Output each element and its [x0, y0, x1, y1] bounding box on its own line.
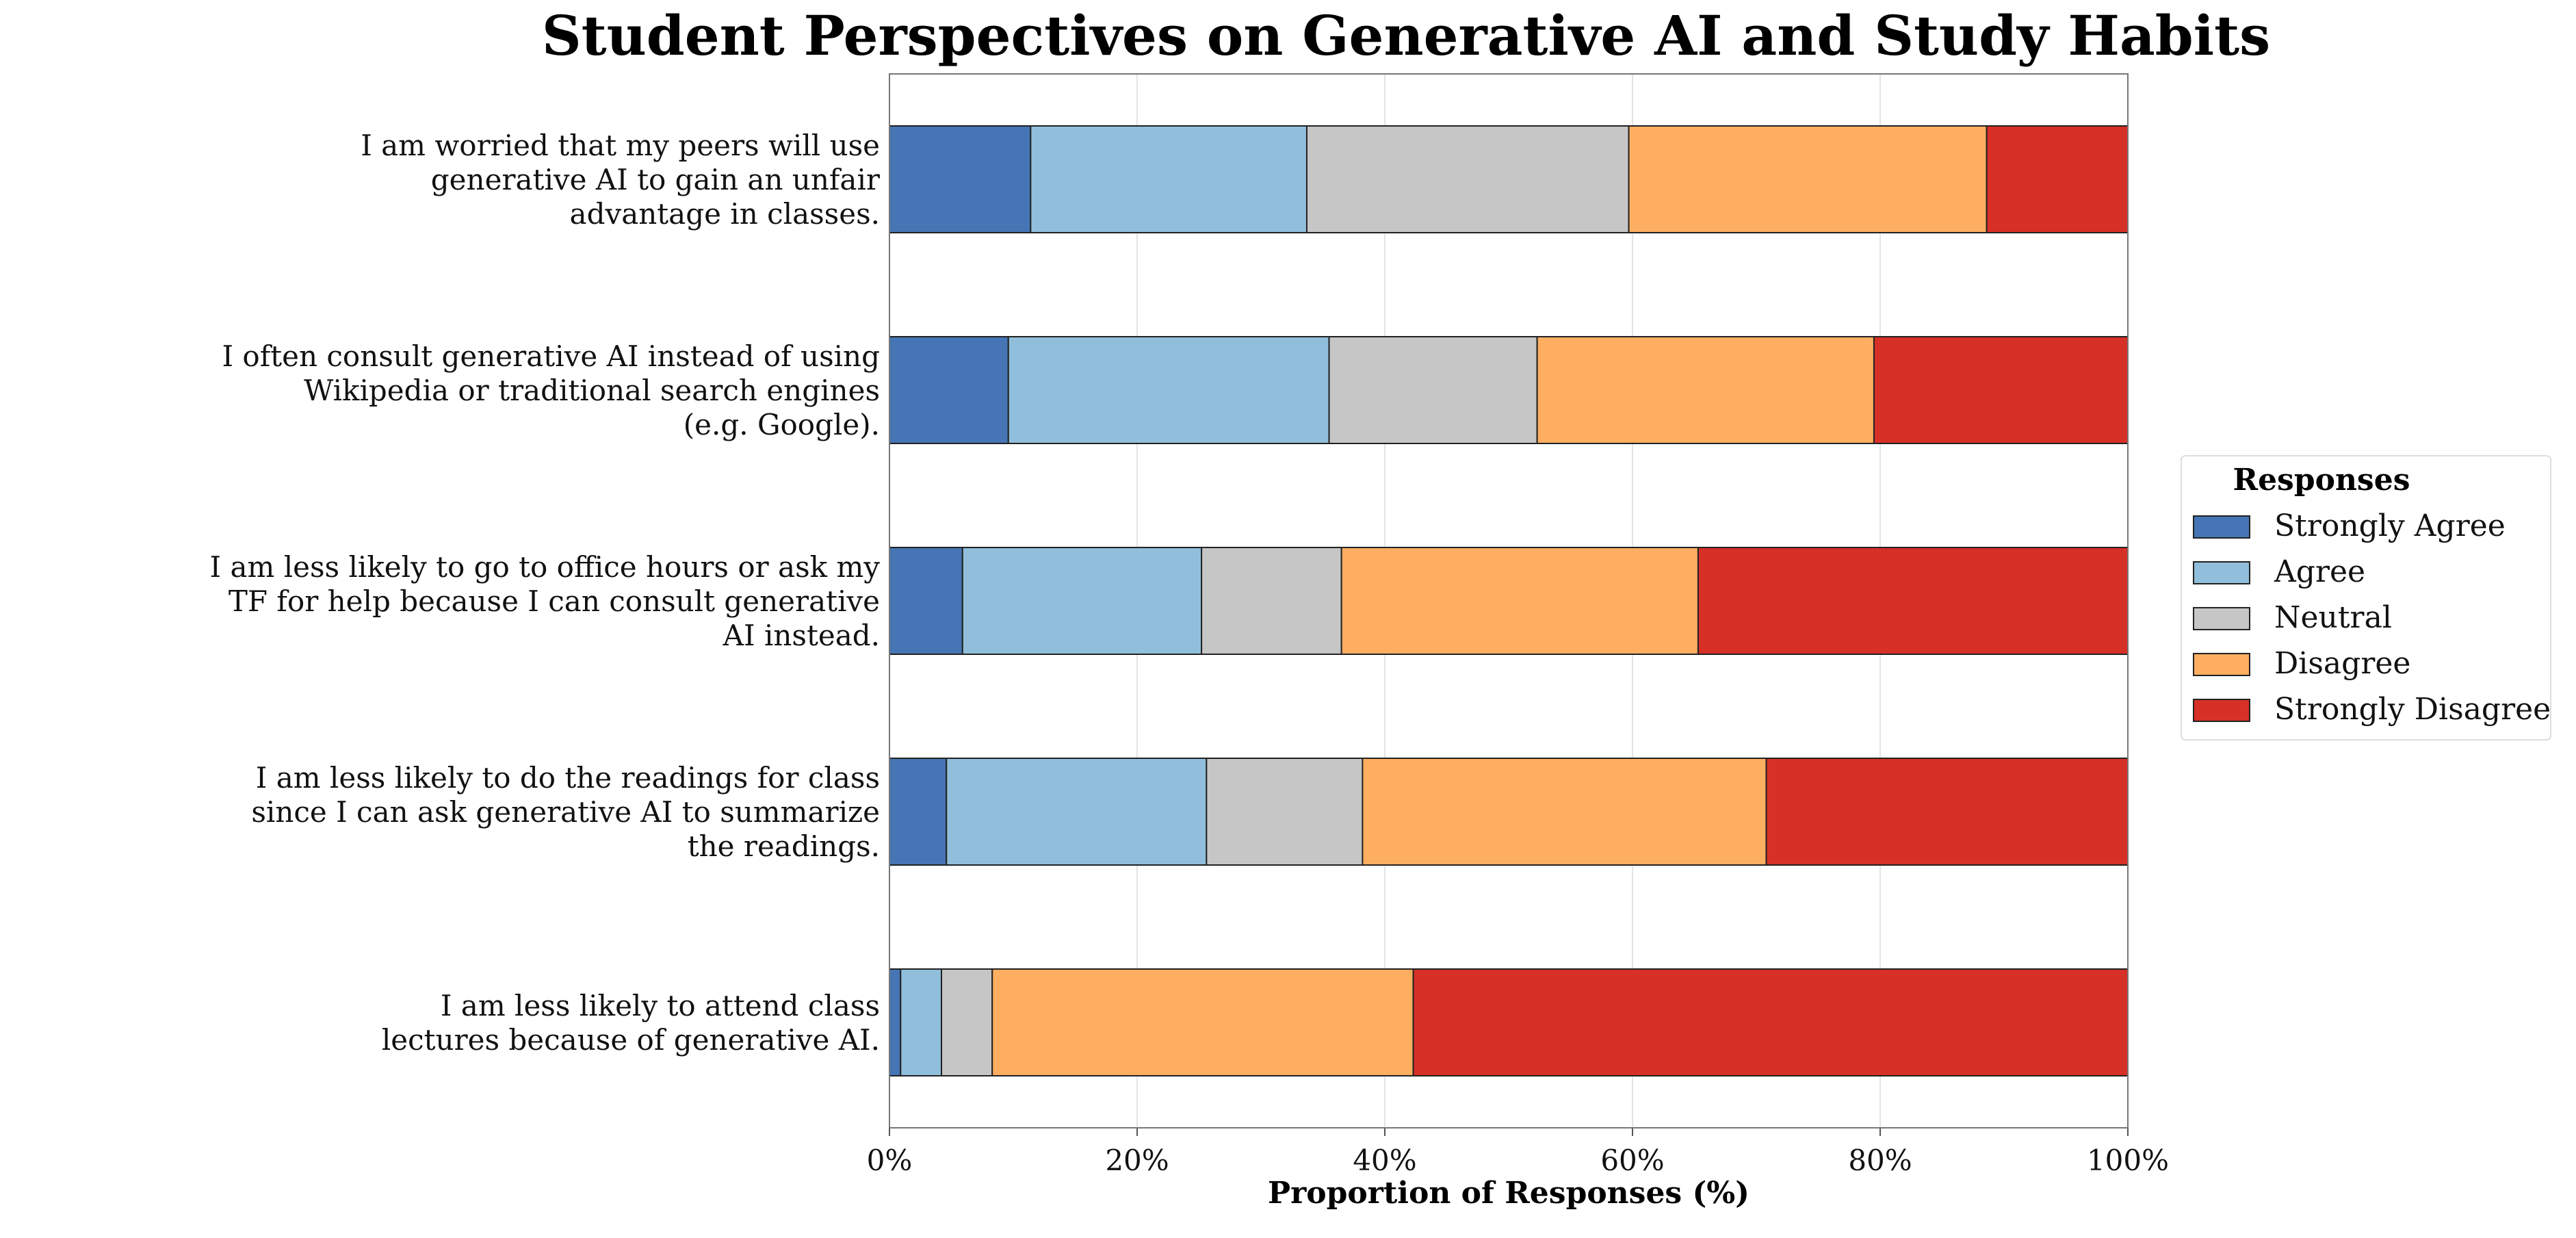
category-label-line: I am less likely to go to office hours o…	[210, 550, 881, 584]
bar-segment	[1030, 125, 1307, 233]
bar-segment	[1305, 125, 1630, 233]
category-label-line: the readings.	[688, 829, 880, 863]
category-label-line: advantage in classes.	[570, 197, 880, 231]
bar-segment	[1340, 547, 1699, 655]
x-tick-label: 60%	[1600, 1144, 1664, 1177]
bar-segment	[1201, 547, 1342, 655]
bar-segment	[946, 758, 1208, 866]
bar-segment	[1986, 125, 2129, 233]
bar-segment	[1412, 968, 2129, 1076]
bar-segment	[1362, 758, 1767, 866]
legend-box	[2181, 455, 2551, 740]
legend-title: Responses	[2233, 463, 2410, 498]
bar-segment	[889, 758, 948, 866]
legend-entry: Neutral	[2274, 600, 2392, 635]
category-label: I am less likely to go to office hours o…	[210, 550, 881, 652]
bar-segment	[961, 547, 1203, 655]
bar-segment	[941, 968, 993, 1076]
category-label-line: TF for help because I can consult genera…	[229, 584, 880, 618]
bar-segment	[1765, 758, 2129, 866]
x-axis-label: Proportion of Responses (%)	[1268, 1176, 1749, 1211]
bar-segment	[1007, 336, 1330, 444]
x-tick-label: 40%	[1353, 1144, 1416, 1177]
bar-segment	[1536, 336, 1875, 444]
legend-swatch	[2193, 607, 2250, 630]
bar-segment	[1628, 125, 1988, 233]
category-label-line: generative AI to gain an unfair	[431, 163, 881, 196]
legend-swatch	[2193, 561, 2250, 584]
legend-entry: Strongly Disagree	[2274, 692, 2551, 727]
legend: Responses Strongly Agree Agree Neutral Disag…	[2181, 455, 2551, 740]
category-label-line: I am less likely to attend class	[441, 989, 880, 1022]
category-label-line: I am less likely to do the readings for …	[256, 761, 880, 795]
category-label: I am less likely to attend class lectures…	[382, 989, 880, 1057]
legend-entry: Agree	[2274, 554, 2365, 589]
legend-swatch	[2193, 699, 2250, 722]
category-label: I am worried that my peers will use gener…	[361, 129, 881, 231]
bar-segment	[1206, 758, 1364, 866]
bar-segment	[889, 547, 963, 655]
category-label-line: AI instead.	[723, 619, 880, 652]
bar-segment	[900, 968, 943, 1076]
bar-segment	[889, 968, 902, 1076]
legend-swatch	[2193, 515, 2250, 539]
category-label-line: I often consult generative AI instead of…	[222, 339, 880, 373]
x-tick-label: 20%	[1105, 1144, 1169, 1177]
bar-segment	[889, 336, 1009, 444]
legend-entry: Strongly Agree	[2274, 508, 2506, 543]
category-label: I often consult generative AI instead of…	[222, 339, 880, 441]
x-tick-label: 80%	[1848, 1144, 1912, 1177]
category-label-line: since I can ask generative AI to summari…	[251, 795, 880, 829]
category-labels: I am worried that my peers will use gener…	[210, 129, 881, 1057]
category-label-line: lectures because of generative AI.	[382, 1023, 880, 1057]
category-label: I am less likely to do the readings for …	[251, 761, 880, 863]
x-tick-label: 100%	[2087, 1144, 2169, 1177]
legend-swatch	[2193, 653, 2250, 676]
bar-segment	[1873, 336, 2129, 444]
axis-layer: 0% 20% 40% 60% 80% 100%	[867, 73, 2169, 1177]
bar-segment	[889, 125, 1032, 233]
bar-segment	[1328, 336, 1538, 444]
chart-title: Student Perspectives on Generative AI an…	[542, 3, 2270, 68]
bar-segment	[1697, 547, 2129, 655]
category-label-line: I am worried that my peers will use	[361, 129, 880, 162]
bar-segment	[991, 968, 1414, 1076]
category-label-line: Wikipedia or traditional search engines	[304, 374, 880, 407]
x-tick-label: 0%	[867, 1144, 913, 1177]
category-label-line: (e.g. Google).	[684, 408, 880, 441]
plot-frame	[889, 73, 2129, 1129]
legend-entry: Disagree	[2274, 646, 2410, 681]
bar-layer	[889, 125, 2129, 1076]
